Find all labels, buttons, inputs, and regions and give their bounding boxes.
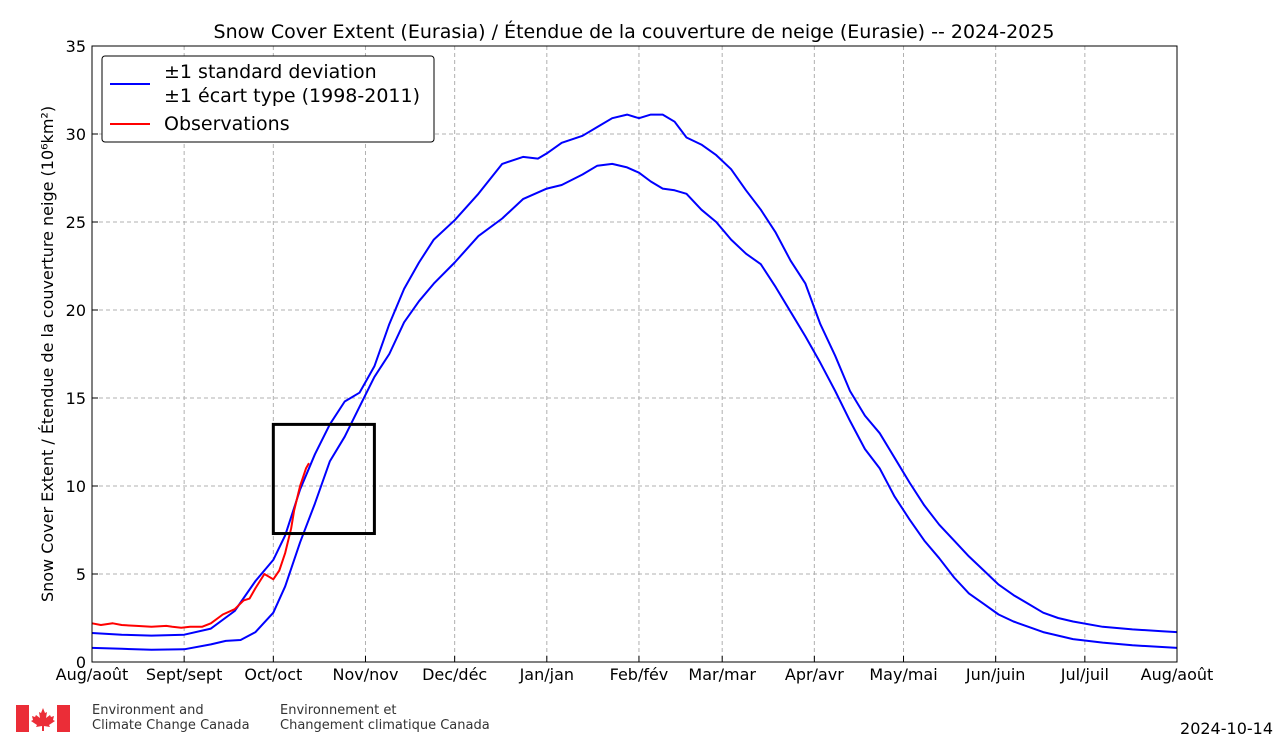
legend: ±1 standard deviation ±1 écart type (199… [101,55,435,143]
legend-box [101,55,435,143]
canada-flag-icon [16,705,70,732]
tick-layer: 0 5 10 15 20 25 30 35 Aug/août Sept/sept Oct/oct No… [56,37,1214,684]
snow-cover-chart: Snow Cover Extent (Eurasia) / Étendue de… [38,20,1214,684]
x-tick-label: Sept/sept [146,665,222,684]
legend-label-std-line1: ±1 standard deviation [164,61,377,83]
x-tick-label: Feb/fév [610,665,669,684]
annotation-layer [271,422,376,536]
series-layer [91,113,1178,651]
x-tick-label: Oct/oct [244,665,302,684]
y-tick-label: 25 [66,213,86,232]
x-tick-label: May/mai [869,665,937,684]
highlight-box [271,422,376,536]
org-name-french: Environnement et Changement climatique C… [280,703,490,733]
y-tick-label: 10 [66,477,86,496]
legend-label-std-line2: ±1 écart type (1998-2011) [164,85,420,107]
y-axis-label: Snow Cover Extent / Étendue de la couver… [38,106,57,602]
x-tick-label: Nov/nov [332,665,398,684]
std-lower-line [91,162,1178,651]
y-tick-label: 0 [76,653,86,672]
y-tick-label: 35 [66,37,86,56]
std-upper-line [91,113,1178,637]
footer: Environment and Climate Change Canada En… [0,700,1279,750]
y-tick-label: 5 [76,565,86,584]
x-tick-label: Mar/mar [688,665,756,684]
org-en-line2: Climate Change Canada [92,718,250,733]
legend-label-obs: Observations [164,113,290,135]
org-fr-line1: Environnement et [280,703,397,718]
x-tick-label: Apr/avr [785,665,844,684]
x-tick-label: Jul/juil [1060,665,1109,684]
x-tick-label: Aug/août [1141,665,1214,684]
org-en-line1: Environment and [92,703,204,718]
y-tick-label: 15 [66,389,86,408]
observations-line [91,462,310,629]
y-tick-label: 30 [66,125,86,144]
x-tick-label: Dec/déc [422,665,487,684]
org-fr-line2: Changement climatique Canada [280,718,490,733]
plot-frame [91,45,1178,663]
x-tick-label: Jun/juin [965,665,1026,684]
org-name-english: Environment and Climate Change Canada [92,703,250,733]
date-stamp: 2024-10-14 [1180,719,1273,738]
y-tick-label: 20 [66,301,86,320]
chart-title: Snow Cover Extent (Eurasia) / Étendue de… [214,20,1055,43]
x-tick-label: Aug/août [56,665,129,684]
x-tick-label: Jan/jan [519,665,574,684]
